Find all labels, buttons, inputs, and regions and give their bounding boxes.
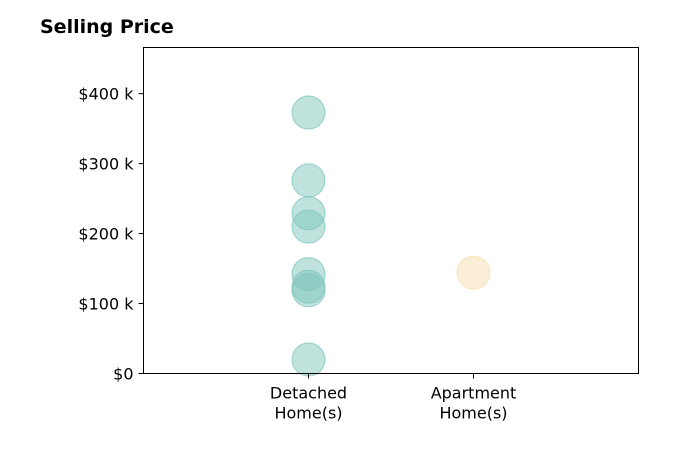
y-tick-label: $400 k [78, 85, 134, 104]
data-point [291, 342, 326, 377]
data-points [291, 95, 491, 377]
x-tick-label: Apartment Home(s) [431, 384, 517, 423]
x-axis: Detached Home(s) Apartment Home(s) [270, 373, 517, 423]
y-tick-label: $100 k [78, 295, 134, 314]
data-point [291, 163, 326, 198]
y-tick-label: $300 k [78, 155, 134, 174]
data-point [291, 273, 326, 308]
plot-frame [143, 47, 639, 374]
data-point [291, 95, 326, 130]
data-point [456, 255, 491, 290]
y-tick-label: $200 k [78, 225, 134, 244]
chart-title: Selling Price [40, 16, 174, 38]
y-axis: $0 $100 k $200 k $300 k $400 k [78, 85, 144, 384]
y-tick-label: $0 [113, 365, 133, 384]
data-point [291, 209, 326, 244]
x-tick-label: Detached Home(s) [270, 384, 347, 423]
